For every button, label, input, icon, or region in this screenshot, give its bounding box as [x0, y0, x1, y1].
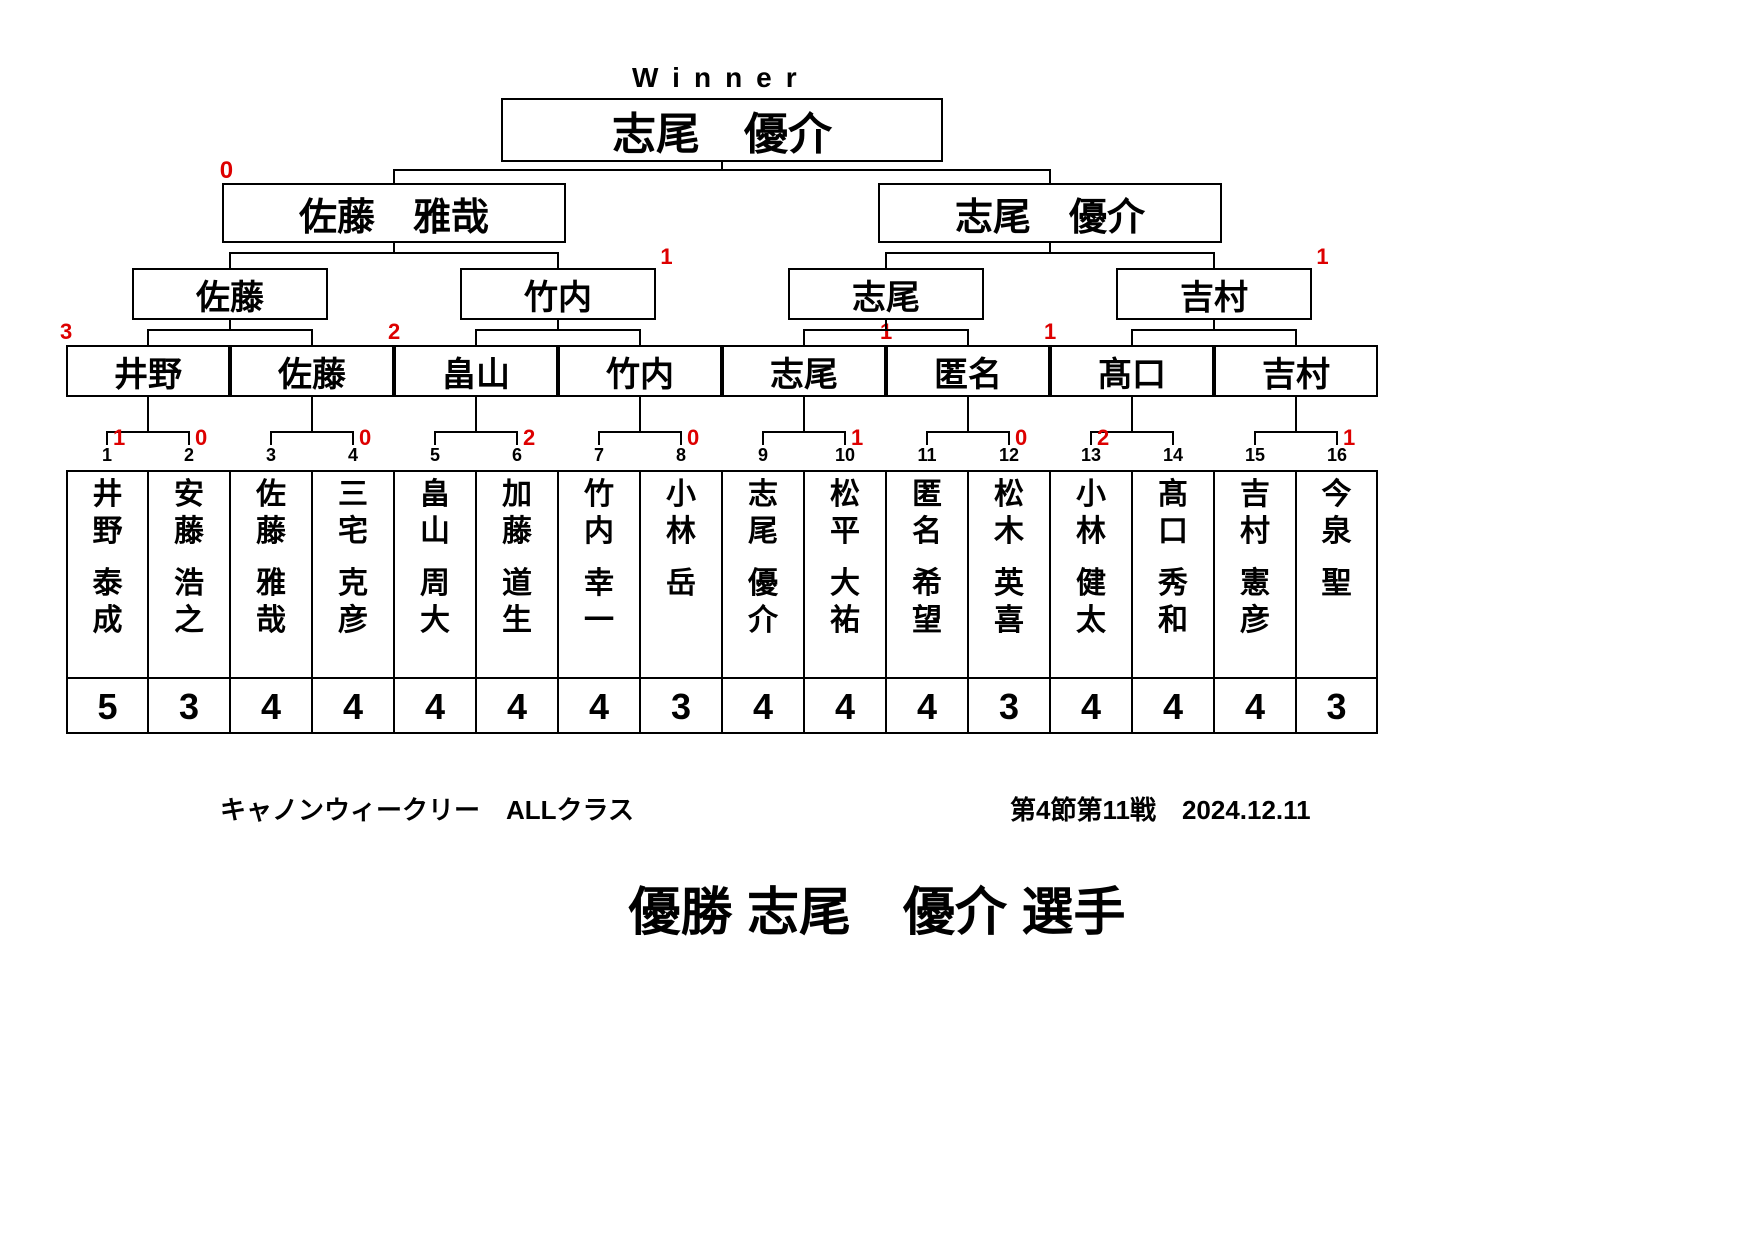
player-points: 4 — [1215, 677, 1295, 732]
r1-score: 0 — [687, 425, 699, 451]
qf-box: 井野 — [66, 345, 230, 397]
player-card: 松木英喜3 — [968, 470, 1050, 734]
r1-score: 1 — [113, 425, 125, 451]
player-points: 3 — [1297, 677, 1376, 732]
player-card: 竹内幸一4 — [558, 470, 640, 734]
seed-number: 8 — [640, 445, 722, 466]
player-name: 井野泰成 — [68, 472, 147, 677]
player-points: 4 — [887, 677, 967, 732]
qf-score: 2 — [388, 319, 400, 345]
seed-number: 7 — [558, 445, 640, 466]
seed-number: 10 — [804, 445, 886, 466]
qf-box: 髙口 — [1050, 345, 1214, 397]
seed-number: 14 — [1132, 445, 1214, 466]
qf-box: 佐藤 — [230, 345, 394, 397]
qf-box: 竹内 — [558, 345, 722, 397]
qf-box: 畠山 — [394, 345, 558, 397]
r1-score: 0 — [359, 425, 371, 451]
player-name: 松平大祐 — [805, 472, 885, 677]
footer-date: 第4節第11戦 2024.12.11 — [1010, 790, 1311, 827]
sf-box: 佐藤 — [132, 268, 329, 320]
final-box: 志尾 優介 — [878, 183, 1222, 243]
player-name: 匿名希望 — [887, 472, 967, 677]
sf-box: 竹内 — [460, 268, 657, 320]
player-card: 松平大祐4 — [804, 470, 886, 734]
player-points: 4 — [477, 677, 557, 732]
winner-label: Winner — [632, 62, 811, 94]
seed-number: 1 — [66, 445, 148, 466]
seed-number: 11 — [886, 445, 968, 466]
player-card: 小林健太4 — [1050, 470, 1132, 734]
player-name: 髙口秀和 — [1133, 472, 1213, 677]
r1-score: 2 — [523, 425, 535, 451]
player-card: 安藤浩之3 — [148, 470, 230, 734]
player-card: 佐藤雅哉4 — [230, 470, 312, 734]
sf-score: 1 — [1316, 244, 1328, 270]
player-points: 4 — [395, 677, 475, 732]
r1-score: 0 — [1015, 425, 1027, 451]
player-name: 安藤浩之 — [149, 472, 229, 677]
player-card: 今泉聖3 — [1296, 470, 1378, 734]
seed-number: 16 — [1296, 445, 1378, 466]
seed-number: 6 — [476, 445, 558, 466]
champion-line: 優勝 志尾 優介 選手 — [0, 870, 1754, 945]
r1-score: 2 — [1097, 425, 1109, 451]
final-box: 佐藤 雅哉 — [222, 183, 566, 243]
seed-number: 13 — [1050, 445, 1132, 466]
player-points: 4 — [231, 677, 311, 732]
seed-number: 5 — [394, 445, 476, 466]
player-name: 三宅克彦 — [313, 472, 393, 677]
player-name: 今泉聖 — [1297, 472, 1376, 677]
sf-box: 志尾 — [788, 268, 985, 320]
player-points: 4 — [1051, 677, 1131, 732]
player-card: 畠山周大4 — [394, 470, 476, 734]
player-points: 4 — [805, 677, 885, 732]
player-points: 3 — [969, 677, 1049, 732]
player-card: 吉村憲彦4 — [1214, 470, 1296, 734]
sf-box: 吉村 — [1116, 268, 1313, 320]
player-name: 松木英喜 — [969, 472, 1049, 677]
player-points: 3 — [149, 677, 229, 732]
r1-score: 0 — [195, 425, 207, 451]
player-name: 小林健太 — [1051, 472, 1131, 677]
player-card: 髙口秀和4 — [1132, 470, 1214, 734]
qf-box: 吉村 — [1214, 345, 1378, 397]
qf-score: 3 — [60, 319, 72, 345]
seed-number: 12 — [968, 445, 1050, 466]
player-name: 志尾優介 — [723, 472, 803, 677]
footer-event: キャノンウィークリー ALLクラス — [220, 790, 634, 827]
player-card: 井野泰成5 — [66, 470, 148, 734]
player-name: 吉村憲彦 — [1215, 472, 1295, 677]
player-points: 4 — [313, 677, 393, 732]
player-name: 佐藤雅哉 — [231, 472, 311, 677]
qf-score: 1 — [1044, 319, 1056, 345]
player-points: 3 — [641, 677, 721, 732]
r1-score: 1 — [1343, 425, 1355, 451]
player-card: 加藤道生4 — [476, 470, 558, 734]
player-points: 4 — [559, 677, 639, 732]
player-card: 三宅克彦4 — [312, 470, 394, 734]
sf-score: 1 — [660, 244, 672, 270]
player-points: 5 — [68, 677, 147, 732]
seed-number: 2 — [148, 445, 230, 466]
player-name: 加藤道生 — [477, 472, 557, 677]
seed-number: 4 — [312, 445, 394, 466]
player-points: 4 — [723, 677, 803, 732]
player-card: 匿名希望4 — [886, 470, 968, 734]
seed-number: 9 — [722, 445, 804, 466]
player-name: 竹内幸一 — [559, 472, 639, 677]
r1-score: 1 — [851, 425, 863, 451]
final-score: 0 — [220, 157, 233, 185]
seed-number: 3 — [230, 445, 312, 466]
winner-box: 志尾 優介 — [501, 98, 944, 162]
qf-box: 匿名 — [886, 345, 1050, 397]
seed-number: 15 — [1214, 445, 1296, 466]
player-card: 志尾優介4 — [722, 470, 804, 734]
qf-box: 志尾 — [722, 345, 886, 397]
player-name: 小林岳 — [641, 472, 721, 677]
player-name: 畠山周大 — [395, 472, 475, 677]
player-points: 4 — [1133, 677, 1213, 732]
player-card: 小林岳3 — [640, 470, 722, 734]
